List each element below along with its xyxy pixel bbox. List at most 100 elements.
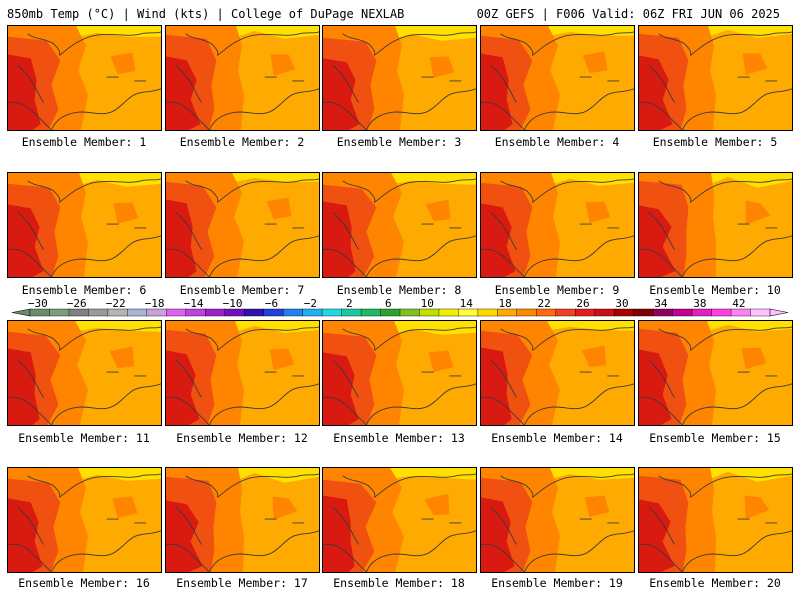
border-northwest (185, 180, 219, 203)
coastline-gulf-west (8, 396, 52, 425)
colorbar-segment (127, 308, 148, 317)
ensemble-panel-17 (165, 467, 320, 573)
terrain-contour (490, 64, 517, 103)
terrain-contour (648, 506, 675, 545)
colorbar-label: 14 (460, 297, 474, 310)
border-northwest (185, 328, 219, 351)
terrain-contour (17, 64, 44, 103)
temp-field-blob (112, 496, 138, 519)
colorbar-segment (224, 308, 245, 317)
temp-field-30 (8, 498, 43, 572)
colorbar-segment (750, 308, 771, 317)
border-northwest (500, 328, 534, 351)
panel-label-12: Ensemble Member: 12 (176, 431, 308, 445)
panel-label-13: Ensemble Member: 13 (333, 431, 465, 445)
coastline-gulf (209, 530, 319, 572)
lake-outline (264, 223, 305, 229)
colorbar-segment (166, 308, 187, 317)
terrain-contour (17, 211, 44, 250)
colorbar-segment (360, 308, 382, 317)
temp-field-30 (639, 205, 676, 277)
colorbar-segment (438, 308, 459, 317)
coastline-gulf (209, 235, 319, 277)
colorbar-label: 22 (537, 297, 550, 310)
border-north (690, 178, 792, 203)
lake-outline (421, 518, 462, 524)
lake-outline (264, 518, 305, 524)
coastline-gulf (524, 383, 634, 425)
temp-field-30 (481, 203, 516, 277)
colorbar-segment (633, 308, 654, 317)
colorbar-segment (497, 308, 518, 317)
border-northwest (658, 475, 692, 498)
ensemble-panel-11 (7, 320, 162, 426)
coastline-gulf-west (323, 248, 367, 277)
lake-outline (737, 518, 778, 524)
lake-outline (579, 518, 620, 524)
colorbar-arrow-right (769, 308, 789, 317)
terrain-contour (17, 359, 44, 398)
coastline-gulf-west (8, 543, 52, 572)
terrain-contour (332, 359, 359, 398)
colorbar-segment (419, 308, 440, 317)
border-north (59, 178, 161, 203)
temp-field-blob (109, 346, 135, 369)
ensemble-panel-2 (165, 25, 320, 131)
border-northwest (658, 328, 692, 351)
temp-field-blob (110, 52, 136, 75)
colorbar-segment (516, 308, 537, 317)
border-northwest (500, 180, 534, 203)
lake-outline (106, 223, 147, 229)
border-north (59, 31, 161, 56)
coastline-gulf-west (323, 101, 367, 130)
colorbar-segment (244, 308, 265, 317)
coastline-gulf (51, 383, 161, 425)
temp-field-blob (266, 197, 292, 220)
terrain-contour (648, 211, 675, 250)
ensemble-panel-6 (7, 172, 162, 278)
colorbar-label: 42 (732, 297, 745, 310)
border-northwest (342, 328, 376, 351)
lake-outline (579, 371, 620, 377)
colorbar-segment (380, 308, 401, 317)
temp-field-blob (424, 493, 450, 516)
colorbar-segment (477, 308, 498, 317)
temp-field-blob (581, 345, 607, 368)
border-northwest (27, 328, 61, 351)
ensemble-panel-20 (638, 467, 793, 573)
colorbar-label: 2 (346, 297, 353, 310)
lake-outline (106, 518, 147, 524)
colorbar-segment (68, 308, 89, 317)
temp-field-blob (741, 347, 767, 370)
ensemble-panel-8 (322, 172, 477, 278)
terrain-contour (490, 359, 517, 398)
colorbar-label: 10 (421, 297, 434, 310)
coastline-gulf (51, 88, 161, 130)
temp-field-blob (270, 54, 296, 77)
terrain-contour (648, 359, 675, 398)
border-northwest (342, 33, 376, 56)
terrain-contour (332, 211, 359, 250)
border-northwest (658, 180, 692, 203)
colorbar-label: 34 (654, 297, 668, 310)
coastline-gulf-west (639, 248, 683, 277)
border-north (690, 326, 792, 351)
colorbar-label: −14 (184, 297, 204, 310)
colorbar-label: −6 (265, 297, 278, 310)
border-north (374, 31, 476, 56)
border-north (532, 326, 634, 351)
border-northwest (500, 33, 534, 56)
panel-label-1: Ensemble Member: 1 (21, 135, 147, 149)
colorbar-segment (205, 308, 226, 317)
lake-outline (264, 76, 305, 82)
panel-label-4: Ensemble Member: 4 (494, 135, 620, 149)
temp-field-30 (639, 499, 675, 572)
ensemble-panel-7 (165, 172, 320, 278)
border-northwest (185, 475, 219, 498)
coastline-gulf (682, 383, 792, 425)
colorbar-segment (263, 308, 284, 317)
colorbar-segment (341, 308, 362, 317)
panel-label-9: Ensemble Member: 9 (494, 283, 620, 297)
ensemble-panel-9 (480, 172, 635, 278)
colorbar-segment (185, 308, 206, 317)
